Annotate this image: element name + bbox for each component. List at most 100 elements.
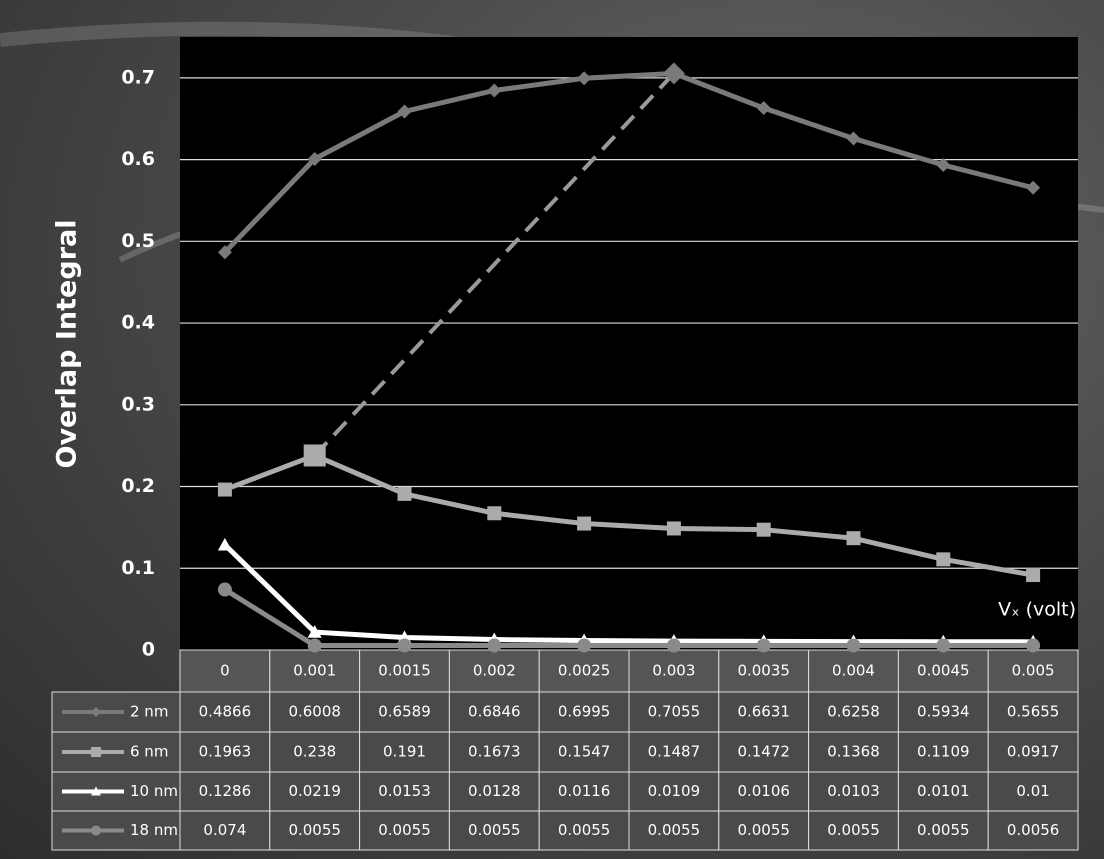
table-value: 0.0055 [737, 821, 790, 839]
legend-label: 2 nm [130, 703, 168, 721]
table-value: 0.0101 [917, 782, 970, 800]
table-value: 0.6008 [288, 703, 341, 721]
y-axis-label: Overlap Integral [52, 220, 83, 469]
series-line [223, 587, 1034, 649]
y-tick-label: 0 [142, 639, 155, 661]
data-point [662, 62, 685, 85]
table-cell [718, 810, 810, 851]
table-value: 0.1963 [199, 743, 252, 761]
data-point [666, 521, 681, 536]
data-point [487, 506, 502, 521]
table-value: 0.0055 [827, 821, 880, 839]
table-value: 0.0106 [737, 782, 790, 800]
y-tick-label: 0.2 [121, 475, 155, 497]
table-cell [538, 731, 630, 773]
table-value: 0.6631 [737, 703, 790, 721]
table-value: 0.0109 [648, 782, 701, 800]
table-cell [897, 649, 989, 693]
x-axis-label: Vₓ (volt) [998, 599, 1076, 621]
data-point [577, 71, 592, 86]
y-tick-label: 0.7 [121, 66, 155, 88]
data-point [1026, 568, 1041, 583]
data-point [846, 531, 861, 546]
table-cell [987, 731, 1079, 773]
table-cell [808, 771, 899, 812]
data-point [756, 101, 771, 116]
x-tick-label: 0.0035 [737, 662, 790, 680]
data-point [936, 638, 951, 653]
table-cell [359, 771, 450, 812]
table-value: 0.0128 [468, 782, 521, 800]
legend-marker [91, 707, 101, 717]
table-value: 0.6846 [468, 703, 521, 721]
table-cell [897, 771, 989, 812]
table-value: 0.191 [383, 743, 426, 761]
table-cell [628, 691, 720, 733]
table-value: 0.1286 [199, 782, 252, 800]
data-point [756, 522, 771, 537]
table-cell [718, 771, 810, 812]
table-value: 0.6995 [558, 703, 611, 721]
y-tick-label: 0.4 [121, 312, 155, 334]
table-value: 0.0917 [1007, 743, 1060, 761]
x-tick-label: 0.0025 [558, 662, 611, 680]
table-cell [538, 771, 630, 812]
table-value: 0.01 [1016, 782, 1049, 800]
table-value: 0.0056 [1007, 821, 1060, 839]
table-cell [269, 771, 361, 812]
table-value: 0.0055 [468, 821, 521, 839]
table-value: 0.0055 [917, 821, 970, 839]
data-point [487, 638, 502, 653]
table-value: 0.0116 [558, 782, 611, 800]
x-tick-label: 0.004 [832, 662, 875, 680]
data-point [397, 638, 412, 653]
table-cell [808, 810, 899, 851]
table-cell [897, 691, 989, 733]
dashed-connector [313, 72, 676, 457]
legend-label: 10 nm [130, 782, 178, 800]
series-line [224, 452, 1034, 578]
table-cell [448, 771, 540, 812]
table-cell [179, 691, 271, 733]
x-tick-label: 0.002 [473, 662, 516, 680]
x-tick-label: 0.001 [293, 662, 336, 680]
data-point [666, 638, 681, 653]
table-value: 0.0103 [827, 782, 880, 800]
series-line [223, 70, 1034, 255]
data-point [217, 245, 232, 260]
table-value: 0.0055 [648, 821, 701, 839]
data-point [307, 625, 322, 638]
table-value: 0.1109 [917, 743, 970, 761]
table-value: 0.1368 [827, 743, 880, 761]
table-value: 0.0219 [288, 782, 341, 800]
data-point [307, 638, 322, 653]
data-point [846, 638, 861, 653]
table-value: 0.074 [203, 821, 246, 839]
x-tick-label: 0.0015 [378, 662, 431, 680]
table-cell [987, 810, 1079, 851]
table-cell [269, 731, 361, 773]
table-value: 0.1547 [558, 743, 611, 761]
legend-marker [91, 747, 101, 757]
table-cell [179, 649, 271, 693]
table-cell [448, 810, 540, 851]
data-point [936, 552, 951, 567]
data-point [217, 582, 232, 597]
data-point [1026, 638, 1041, 653]
legend-marker [91, 786, 101, 796]
data-point [397, 104, 412, 119]
table-cell [448, 731, 540, 773]
table-cell [538, 691, 630, 733]
table-value: 0.0153 [378, 782, 431, 800]
table-value: 0.1472 [737, 743, 790, 761]
data-point [756, 638, 771, 653]
x-tick-label: 0 [220, 662, 230, 680]
x-tick-label: 0.0045 [917, 662, 970, 680]
table-cell [269, 810, 361, 851]
series-line [223, 543, 1034, 645]
y-tick-label: 0.1 [121, 557, 155, 579]
data-point [577, 516, 592, 531]
data-point [577, 638, 592, 653]
